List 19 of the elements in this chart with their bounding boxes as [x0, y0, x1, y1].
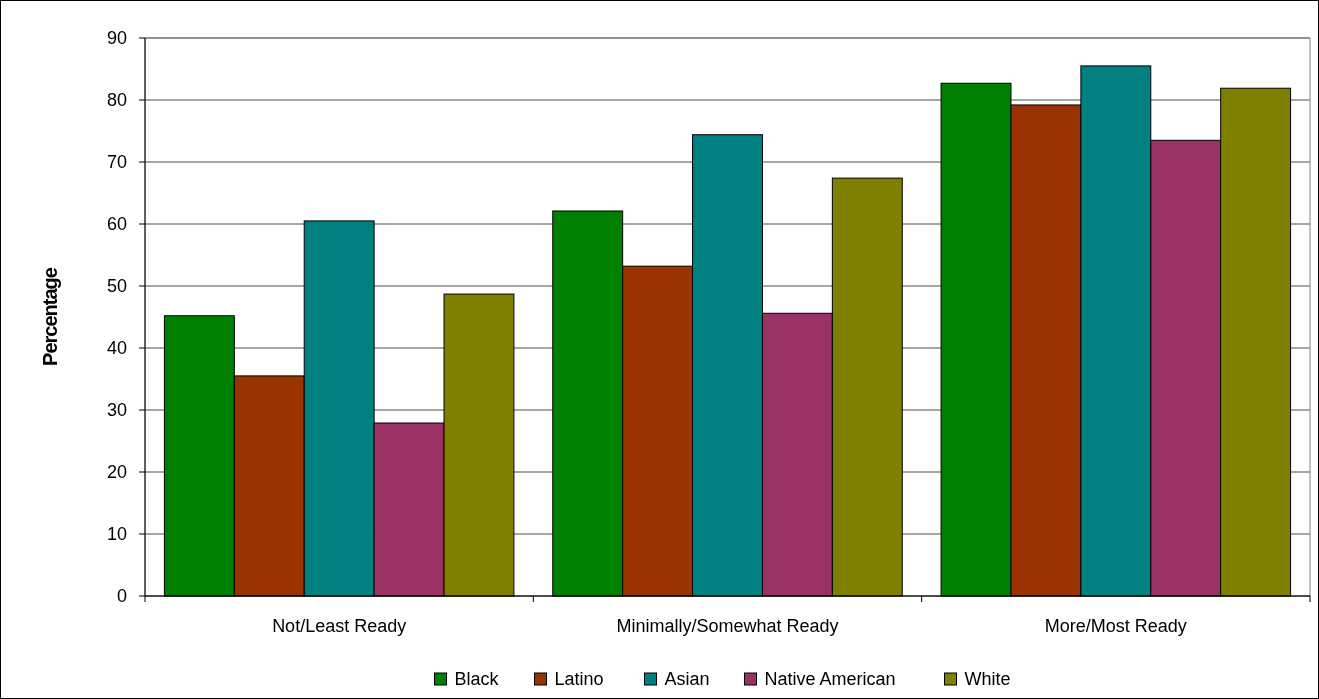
y-tick-label: 0: [116, 586, 127, 607]
legend-label: Black: [454, 669, 500, 690]
legend-label: White: [964, 669, 1011, 690]
y-tick-label: 60: [106, 214, 127, 235]
y-tick-label: 40: [106, 338, 127, 359]
legend-label: Native American: [764, 669, 896, 690]
y-tick-label: 10: [106, 524, 127, 545]
y-tick-label: 70: [106, 152, 127, 173]
y-tick-label: 80: [106, 90, 127, 111]
x-tick-label: More/Most Ready: [1044, 616, 1187, 636]
y-axis-title: Percentage: [39, 267, 61, 366]
y-tick-label: 90: [106, 28, 127, 49]
legend-label: Asian: [664, 669, 710, 690]
x-tick-label: Not/Least Ready: [272, 616, 407, 636]
legend-label: Latino: [554, 669, 604, 690]
y-tick-label: 50: [106, 276, 127, 297]
y-tick-label: 20: [106, 462, 127, 483]
x-tick-label: Minimally/Somewhat Ready: [616, 616, 839, 636]
y-tick-label: 30: [106, 400, 127, 421]
